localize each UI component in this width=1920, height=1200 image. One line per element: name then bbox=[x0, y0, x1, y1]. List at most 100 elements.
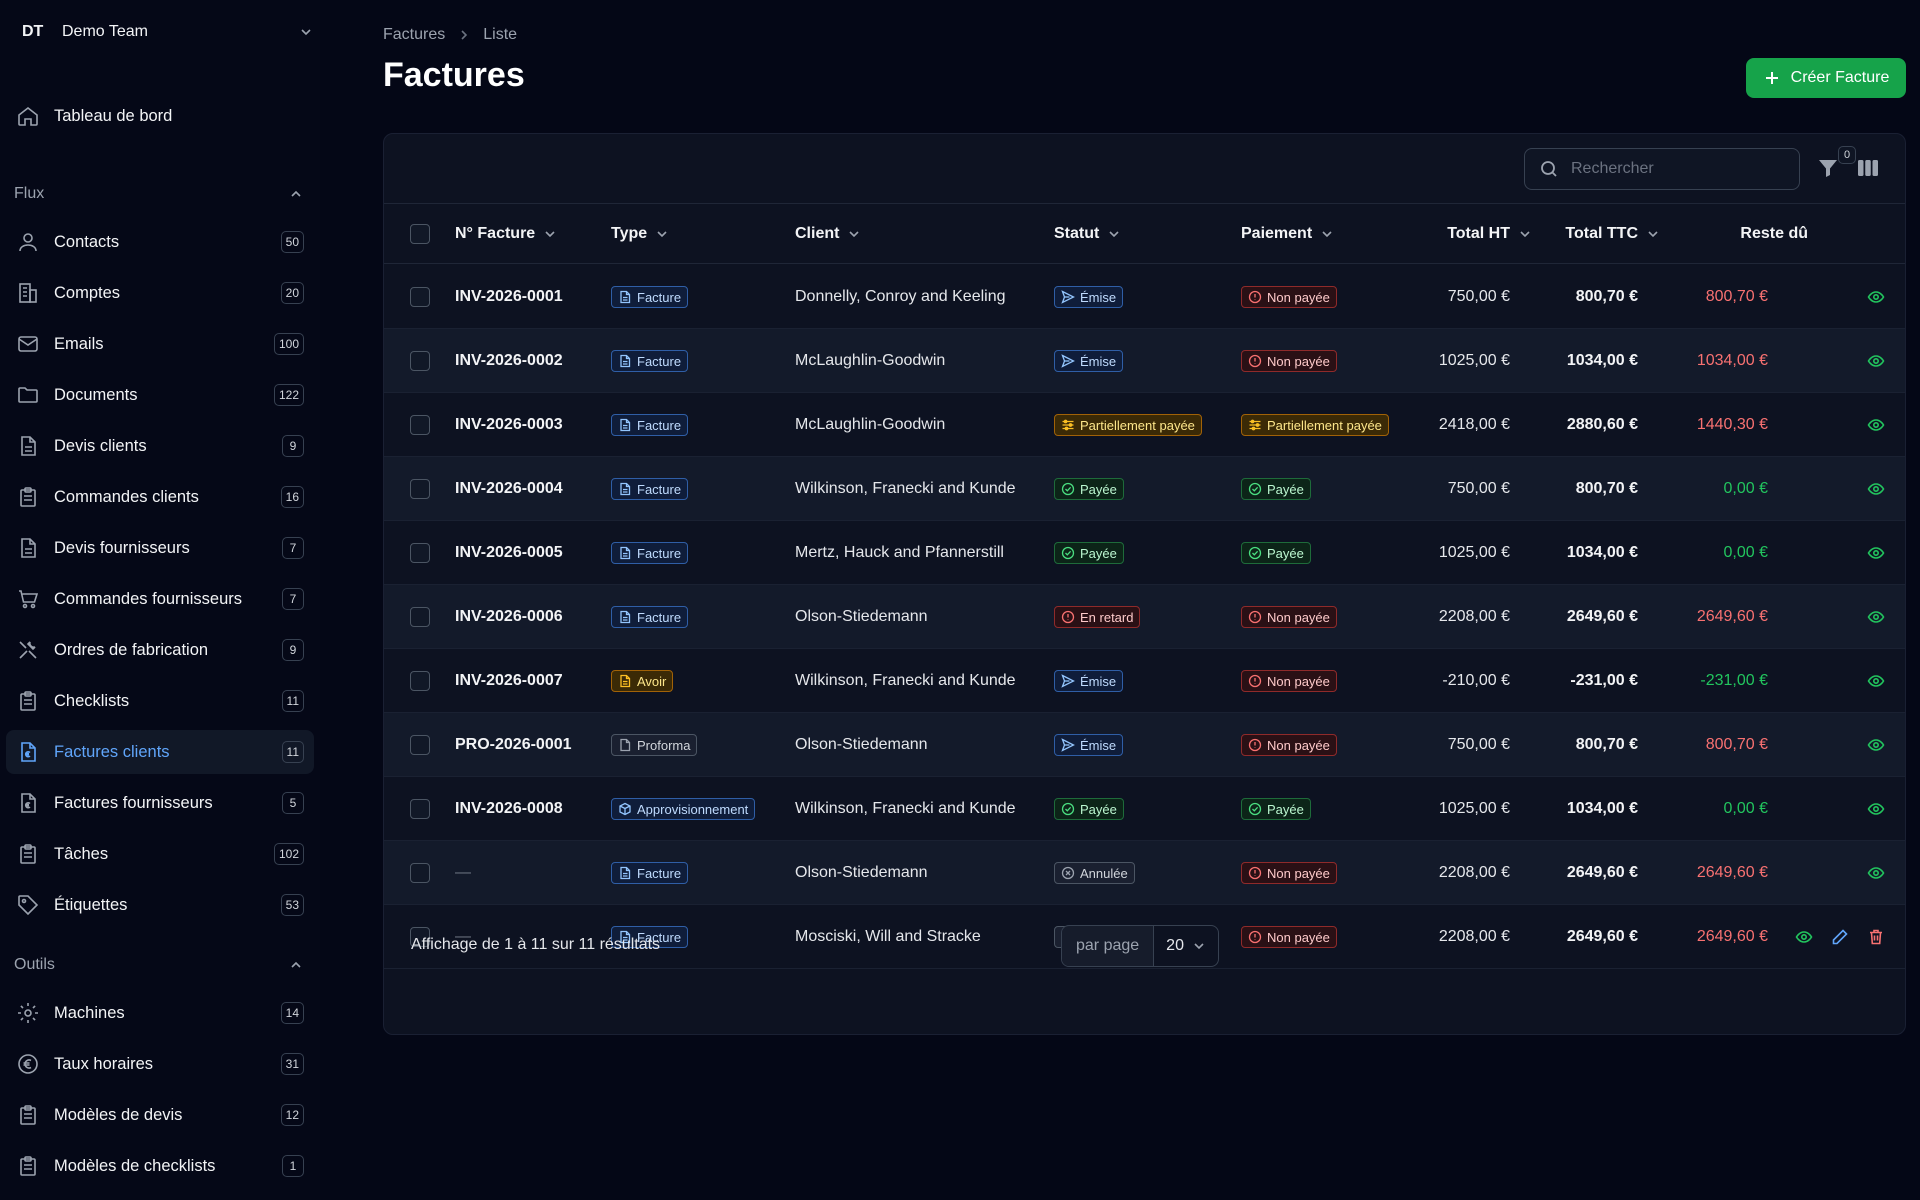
view-action[interactable] bbox=[1867, 841, 1885, 905]
edit-icon[interactable] bbox=[1831, 928, 1849, 946]
table-row[interactable]: — Facture Olson-Stiedemann Annulée Non payée… bbox=[384, 841, 1905, 905]
view-action[interactable] bbox=[1867, 713, 1885, 777]
per-page-value[interactable]: 20 bbox=[1154, 926, 1218, 966]
row-checkbox[interactable] bbox=[410, 927, 430, 947]
column-number[interactable]: N° Facture bbox=[455, 204, 557, 264]
invoice-number[interactable]: INV-2026-0002 bbox=[455, 329, 563, 393]
row-checkbox[interactable] bbox=[410, 415, 430, 435]
breadcrumb-factures[interactable]: Factures bbox=[383, 26, 446, 43]
column-type[interactable]: Type bbox=[611, 204, 669, 264]
table-row[interactable]: INV-2026-0002 Facture McLaughlin-Goodwin Ém… bbox=[384, 329, 1905, 393]
eye-icon[interactable] bbox=[1867, 352, 1885, 370]
sidebar-item-machines[interactable]: Machines 14 bbox=[6, 991, 314, 1035]
sidebar-section-outils[interactable]: Outils bbox=[14, 953, 304, 977]
eye-icon[interactable] bbox=[1867, 864, 1885, 882]
table-row[interactable]: INV-2026-0006 Facture Olson-Stiedemann En r… bbox=[384, 585, 1905, 649]
sidebar-item-ordres-de-fabrication[interactable]: Ordres de fabrication 9 bbox=[6, 628, 314, 672]
columns-icon[interactable] bbox=[1857, 158, 1879, 178]
filter-icon[interactable] bbox=[1816, 156, 1840, 180]
table-row[interactable]: INV-2026-0005 Facture Mertz, Hauck and Pfa… bbox=[384, 521, 1905, 585]
table-row[interactable]: INV-2026-0001 Facture Donnelly, Conroy and… bbox=[384, 265, 1905, 329]
row-checkbox[interactable] bbox=[410, 671, 430, 691]
sidebar-item-devis-fournisseurs[interactable]: Devis fournisseurs 7 bbox=[6, 526, 314, 570]
row-checkbox[interactable] bbox=[410, 735, 430, 755]
view-action[interactable] bbox=[1867, 457, 1885, 521]
row-checkbox[interactable] bbox=[410, 287, 430, 307]
sidebar-item-modeles-de-devis[interactable]: Modèles de devis 12 bbox=[6, 1093, 314, 1137]
invoice-number[interactable]: — bbox=[455, 841, 471, 905]
table-row[interactable]: INV-2026-0007 Avoir Wilkinson, Franecki an… bbox=[384, 649, 1905, 713]
column-total-ttc[interactable]: Total TTC bbox=[1532, 204, 1660, 264]
invoice-number[interactable]: INV-2026-0001 bbox=[455, 265, 563, 329]
sidebar-item-documents[interactable]: Documents 122 bbox=[6, 373, 314, 417]
row-checkbox[interactable] bbox=[410, 543, 430, 563]
sidebar-item-comptes[interactable]: Comptes 20 bbox=[6, 271, 314, 315]
invoice-number[interactable]: INV-2026-0004 bbox=[455, 457, 563, 521]
sidebar-section-flux[interactable]: Flux bbox=[14, 182, 304, 206]
row-checkbox[interactable] bbox=[410, 607, 430, 627]
invoice-number[interactable]: INV-2026-0007 bbox=[455, 649, 563, 713]
search-input[interactable] bbox=[1571, 160, 1791, 178]
sidebar-item-modeles-de-checklists[interactable]: Modèles de checklists 1 bbox=[6, 1144, 314, 1188]
eye-icon[interactable] bbox=[1867, 608, 1885, 626]
invoice-number[interactable]: — bbox=[455, 905, 471, 969]
eye-icon[interactable] bbox=[1795, 928, 1813, 946]
view-action[interactable] bbox=[1867, 777, 1885, 841]
status-badge: Payée bbox=[1054, 478, 1124, 500]
select-all-checkbox[interactable] bbox=[410, 224, 430, 244]
column-status[interactable]: Statut bbox=[1054, 204, 1121, 264]
view-action[interactable] bbox=[1867, 649, 1885, 713]
row-checkbox[interactable] bbox=[410, 799, 430, 819]
view-action[interactable] bbox=[1867, 585, 1885, 649]
sidebar-item-checklists[interactable]: Checklists 11 bbox=[6, 679, 314, 723]
view-action[interactable] bbox=[1867, 521, 1885, 585]
create-invoice-button[interactable]: Créer Facture bbox=[1746, 58, 1906, 98]
eye-icon[interactable] bbox=[1867, 800, 1885, 818]
column-payment[interactable]: Paiement bbox=[1241, 204, 1334, 264]
view-action[interactable] bbox=[1867, 265, 1885, 329]
sidebar-item-factures-clients[interactable]: Factures clients 11 bbox=[6, 730, 314, 774]
type-badge: Facture bbox=[611, 606, 689, 628]
row-checkbox[interactable] bbox=[410, 479, 430, 499]
sidebar-item-factures-fournisseurs[interactable]: Factures fournisseurs 5 bbox=[6, 781, 314, 825]
column-client[interactable]: Client bbox=[795, 204, 861, 264]
sidebar-item-tableau-de-bord[interactable]: Tableau de bord bbox=[6, 94, 314, 138]
sidebar-item-emails[interactable]: Emails 100 bbox=[6, 322, 314, 366]
sidebar-item-label: Étiquettes bbox=[54, 895, 128, 914]
table-row[interactable]: INV-2026-0004 Facture Wilkinson, Franecki … bbox=[384, 457, 1905, 521]
invoice-number[interactable]: INV-2026-0005 bbox=[455, 521, 563, 585]
sidebar-item-etiquettes[interactable]: Étiquettes 53 bbox=[6, 883, 314, 927]
sidebar-item-devis-clients[interactable]: Devis clients 9 bbox=[6, 424, 314, 468]
table-header: N° Facture Type Client Statut Paiement T… bbox=[384, 204, 1905, 264]
table-row[interactable]: INV-2026-0008 Approvisionnement Wilkinson,… bbox=[384, 777, 1905, 841]
invoice-number[interactable]: INV-2026-0008 bbox=[455, 777, 563, 841]
sidebar-item-taches[interactable]: Tâches 102 bbox=[6, 832, 314, 876]
invoice-number[interactable]: PRO-2026-0001 bbox=[455, 713, 572, 777]
invoice-number[interactable]: INV-2026-0003 bbox=[455, 393, 563, 457]
eye-icon[interactable] bbox=[1867, 544, 1885, 562]
view-action[interactable] bbox=[1867, 329, 1885, 393]
edit-action[interactable] bbox=[1831, 905, 1849, 969]
sidebar-item-contacts[interactable]: Contacts 50 bbox=[6, 220, 314, 264]
delete-action[interactable] bbox=[1867, 905, 1885, 969]
sidebar-item-commandes-fournisseurs[interactable]: Commandes fournisseurs 7 bbox=[6, 577, 314, 621]
column-total-ht[interactable]: Total HT bbox=[1404, 204, 1532, 264]
table-row[interactable]: PRO-2026-0001 Proforma Olson-Stiedemann Émi… bbox=[384, 713, 1905, 777]
view-action[interactable] bbox=[1795, 905, 1813, 969]
table-row[interactable]: INV-2026-0003 Facture McLaughlin-Goodwin Pa… bbox=[384, 393, 1905, 457]
view-action[interactable] bbox=[1867, 393, 1885, 457]
row-checkbox[interactable] bbox=[410, 863, 430, 883]
team-switcher[interactable]: DT Demo Team bbox=[22, 20, 318, 44]
eye-icon[interactable] bbox=[1867, 672, 1885, 690]
per-page-select[interactable]: par page 20 bbox=[1061, 925, 1219, 967]
eye-icon[interactable] bbox=[1867, 416, 1885, 434]
eye-icon[interactable] bbox=[1867, 288, 1885, 306]
invoice-number[interactable]: INV-2026-0006 bbox=[455, 585, 563, 649]
sidebar-item-taux-horaires[interactable]: Taux horaires 31 bbox=[6, 1042, 314, 1086]
eye-icon[interactable] bbox=[1867, 736, 1885, 754]
sidebar-item-commandes-clients[interactable]: Commandes clients 16 bbox=[6, 475, 314, 519]
row-checkbox[interactable] bbox=[410, 351, 430, 371]
search-box[interactable] bbox=[1524, 148, 1800, 190]
trash-icon[interactable] bbox=[1867, 928, 1885, 946]
eye-icon[interactable] bbox=[1867, 480, 1885, 498]
